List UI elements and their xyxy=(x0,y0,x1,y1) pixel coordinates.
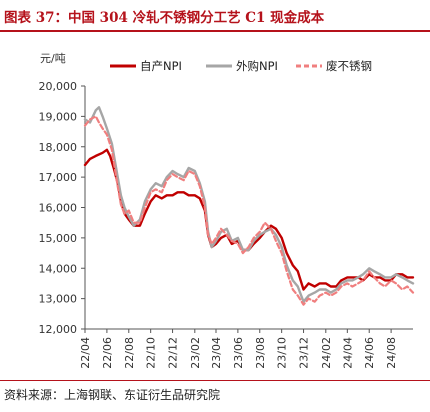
x-tick-label: 24/06 xyxy=(363,337,376,369)
y-tick-label: 12,000 xyxy=(39,323,78,336)
title-divider xyxy=(0,30,430,32)
title-row: 图表 37：中国 304 冷轧不锈钢分工艺 C1 现金成本 xyxy=(0,0,430,30)
y-tick-label: 19,000 xyxy=(39,110,78,123)
series-line-2 xyxy=(83,106,415,303)
y-tick-label: 18,000 xyxy=(39,141,78,154)
x-tick-label: 24/04 xyxy=(341,337,354,369)
x-tick-label: 23/06 xyxy=(232,337,245,369)
x-tick-label: 22/04 xyxy=(79,337,92,369)
legend-label-3: 废不锈钢 xyxy=(326,59,372,73)
legend-label-2: 外购NPI xyxy=(236,59,278,73)
x-tick-label: 24/08 xyxy=(385,337,398,369)
y-tick-label: 13,000 xyxy=(39,293,78,306)
y-tick-label: 20,000 xyxy=(39,80,78,93)
y-tick-label: 15,000 xyxy=(39,232,78,245)
y-axis-unit-label: 元/吨 xyxy=(40,52,66,65)
source-note: 资料来源：上海钢联、东证衍生品研究院 xyxy=(4,388,221,402)
series-line-3 xyxy=(83,115,415,306)
legend-label-1: 自产NPI xyxy=(140,59,182,73)
x-tick-label: 22/10 xyxy=(145,337,158,369)
x-tick-label: 23/02 xyxy=(189,337,202,369)
x-tick-label: 22/08 xyxy=(123,337,136,369)
x-tick-label: 23/04 xyxy=(210,337,223,369)
line-chart: 12,000 13,000 14,000 15,000 16,000 17,000 18,0… xyxy=(39,59,415,369)
series-line-1 xyxy=(83,148,415,291)
y-tick-label: 17,000 xyxy=(39,171,78,184)
source-divider xyxy=(0,380,430,381)
y-tick-label: 16,000 xyxy=(39,202,78,215)
x-tick-label: 23/08 xyxy=(254,337,267,369)
x-tick-label: 23/10 xyxy=(276,337,289,369)
x-tick-label: 22/06 xyxy=(101,337,114,369)
x-tick-label: 24/02 xyxy=(320,337,333,369)
x-tick-label: 23/12 xyxy=(298,337,311,369)
chart-title: 图表 37：中国 304 冷轧不锈钢分工艺 C1 现金成本 xyxy=(4,10,325,26)
x-tick-label: 22/12 xyxy=(167,337,180,369)
y-tick-label: 14,000 xyxy=(39,262,78,275)
